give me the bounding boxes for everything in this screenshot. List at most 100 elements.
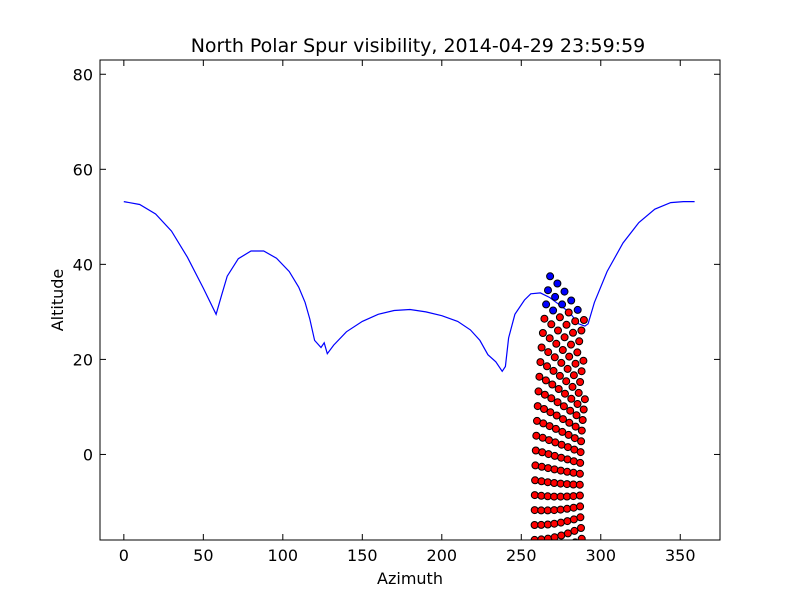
low-point bbox=[557, 358, 566, 367]
low-point bbox=[575, 469, 584, 478]
low-point bbox=[531, 476, 540, 485]
low-point bbox=[560, 333, 569, 342]
low-point bbox=[550, 451, 559, 460]
low-point bbox=[555, 313, 564, 322]
low-point bbox=[569, 468, 578, 477]
low-point bbox=[565, 418, 574, 427]
low-point bbox=[577, 326, 586, 335]
low-point bbox=[550, 465, 559, 474]
visible-point bbox=[546, 272, 555, 281]
low-point bbox=[550, 519, 559, 528]
low-point bbox=[552, 411, 561, 420]
low-point bbox=[530, 506, 539, 515]
visible-point bbox=[560, 287, 569, 296]
low-point bbox=[543, 362, 551, 371]
low-point bbox=[550, 492, 559, 501]
low-point bbox=[557, 531, 566, 540]
low-point bbox=[571, 317, 580, 326]
low-point bbox=[569, 371, 578, 380]
low-point bbox=[569, 492, 578, 501]
low-point bbox=[556, 505, 565, 514]
low-point bbox=[554, 385, 563, 393]
low-point bbox=[576, 458, 585, 467]
low-point bbox=[551, 424, 560, 433]
visible-point bbox=[553, 279, 562, 288]
low-point bbox=[578, 416, 587, 424]
low-point bbox=[536, 358, 545, 367]
low-point bbox=[554, 326, 562, 335]
low-point bbox=[552, 339, 561, 348]
low-point bbox=[579, 405, 588, 414]
low-point bbox=[576, 448, 585, 457]
x-tick-label: 300 bbox=[585, 546, 616, 565]
low-point bbox=[563, 529, 572, 538]
low-point bbox=[558, 346, 567, 354]
low-point bbox=[570, 434, 579, 443]
low-point bbox=[577, 534, 586, 540]
low-point bbox=[580, 395, 589, 404]
low-point bbox=[545, 334, 554, 343]
low-point bbox=[570, 526, 579, 535]
plot-area bbox=[123, 201, 695, 540]
low-point bbox=[562, 377, 571, 386]
low-point bbox=[567, 340, 575, 349]
low-point bbox=[531, 461, 540, 470]
low-point bbox=[540, 314, 549, 323]
low-point bbox=[549, 366, 558, 375]
low-point bbox=[537, 343, 546, 352]
visible-point bbox=[567, 296, 576, 305]
low-point bbox=[556, 518, 565, 527]
x-tick-label: 100 bbox=[268, 546, 299, 565]
low-point bbox=[575, 337, 584, 346]
x-tick-label: 350 bbox=[665, 546, 696, 565]
low-point bbox=[576, 502, 585, 511]
low-point bbox=[555, 371, 564, 380]
low-point bbox=[579, 316, 588, 324]
low-point bbox=[569, 328, 577, 337]
low-point bbox=[563, 504, 572, 513]
low-point bbox=[530, 491, 539, 500]
low-point bbox=[565, 352, 574, 361]
visible-point bbox=[549, 306, 558, 315]
low-point bbox=[535, 372, 544, 381]
low-point bbox=[548, 380, 557, 389]
low-point bbox=[531, 446, 540, 455]
low-point bbox=[575, 491, 584, 500]
low-point bbox=[550, 353, 559, 362]
low-point bbox=[576, 513, 585, 522]
visible-point bbox=[551, 292, 560, 301]
low-point bbox=[537, 462, 546, 471]
low-point bbox=[544, 464, 553, 473]
y-tick-label: 80 bbox=[73, 65, 93, 84]
low-point bbox=[537, 520, 546, 529]
low-point bbox=[556, 466, 565, 475]
low-point bbox=[537, 506, 546, 515]
low-point bbox=[569, 503, 578, 512]
low-point bbox=[559, 402, 568, 411]
low-point bbox=[530, 521, 539, 529]
low-point bbox=[571, 422, 580, 431]
low-point bbox=[571, 359, 580, 368]
low-point bbox=[543, 506, 552, 515]
low-point bbox=[573, 348, 582, 357]
axes-frame bbox=[99, 59, 721, 541]
ticks: 0 50 100 150 200 250 300 350 0 20 40 60 80 bbox=[73, 60, 720, 565]
low-point bbox=[573, 400, 582, 408]
y-tick-label: 40 bbox=[73, 255, 93, 274]
x-tick-label: 0 bbox=[119, 546, 129, 565]
low-point bbox=[579, 356, 588, 365]
low-point bbox=[546, 408, 555, 417]
visibility-curve bbox=[123, 201, 695, 373]
low-point bbox=[569, 457, 578, 466]
low-point bbox=[575, 480, 584, 489]
low-point bbox=[544, 348, 553, 357]
low-point bbox=[576, 378, 585, 386]
low-point bbox=[541, 376, 550, 385]
x-axis-label: Azimuth bbox=[377, 569, 443, 588]
low-point bbox=[559, 415, 567, 424]
low-point bbox=[577, 367, 586, 376]
y-tick-label: 60 bbox=[73, 160, 93, 179]
low-point bbox=[563, 517, 572, 526]
